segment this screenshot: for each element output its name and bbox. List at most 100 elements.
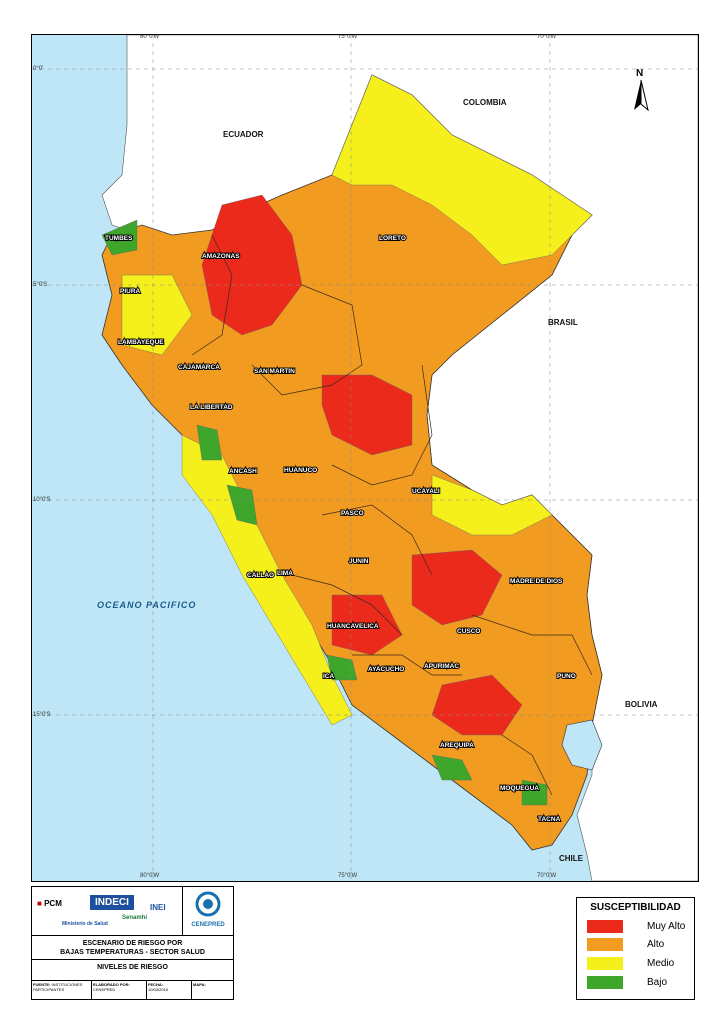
legend-swatch-muy-alto bbox=[587, 920, 623, 933]
region-bajo-ica bbox=[326, 654, 358, 681]
dept-label-madre-de-dios: MADRE DE DIOS bbox=[510, 578, 563, 585]
region-bajo-moquegua bbox=[521, 779, 548, 806]
dept-label-callao: CALLAO bbox=[247, 572, 274, 579]
dept-label-huanuco: HUANUCO bbox=[284, 467, 317, 474]
dept-label-la-libertad: LA LIBERTAD bbox=[190, 404, 233, 411]
dept-label-apurimac: APURIMAC bbox=[424, 663, 459, 670]
legend-label-alto: Alto bbox=[647, 939, 665, 950]
grid-label-lat-0: 0°0' bbox=[33, 66, 44, 72]
meta-fuente-value: INSTITUCIONES PARTICIPANTES bbox=[33, 982, 83, 992]
grid-label-lat-10: 10°0'S bbox=[33, 497, 51, 503]
region-muy-alto-madre bbox=[411, 549, 503, 626]
indeci-logo: INDECI bbox=[90, 895, 134, 910]
meta-elaborado-value: CENEPRED bbox=[93, 987, 116, 992]
grid-label-bottom-left: 80°0'W bbox=[140, 873, 160, 879]
dept-label-lima: LIMA bbox=[277, 570, 293, 577]
region-muy-alto-loreto bbox=[321, 374, 413, 456]
cenepred-logo-box: CENEPRED bbox=[183, 887, 233, 936]
label-chile: CHILE bbox=[559, 854, 584, 863]
dept-label-arequipa: AREQUIPA bbox=[440, 742, 474, 749]
cenepred-icon bbox=[195, 891, 221, 917]
legend-title: SUSCEPTIBILIDAD bbox=[590, 902, 681, 913]
label-colombia: COLOMBIA bbox=[463, 98, 507, 107]
map-canvas: COLOMBIA ECUADOR BRASIL BOLIVIA CHILE OC… bbox=[32, 35, 698, 881]
legend-swatch-medio bbox=[587, 957, 623, 970]
meta-fuente-label: FUENTE: bbox=[33, 982, 51, 987]
meta-fecha-value: 10/03/2015 bbox=[148, 987, 169, 992]
grid-label-top-left: 80°0'W bbox=[140, 34, 160, 40]
meta-mapa: MAPA: bbox=[192, 981, 233, 999]
dept-label-tacna: TACNA bbox=[538, 816, 561, 823]
inei-logo: INEI bbox=[150, 903, 166, 912]
meta-elaborado: ELABORADO POR: CENEPRED bbox=[92, 981, 147, 999]
cenepred-text: CENEPRED bbox=[191, 922, 225, 928]
legend-item-bajo: Bajo bbox=[587, 976, 687, 990]
dept-label-ica: ICA bbox=[323, 673, 335, 680]
legend-item-medio: Medio bbox=[587, 957, 687, 971]
senamhi-logo: Senamhi bbox=[122, 915, 148, 921]
legend: SUSCEPTIBILIDAD Muy Alto Alto Medio Bajo bbox=[576, 897, 695, 1000]
region-muy-alto-south bbox=[331, 594, 403, 656]
meta-row: FUENTE: INSTITUCIONES PARTICIPANTES ELAB… bbox=[32, 980, 233, 999]
title-block: ■ PCM INDECI INEI Ministerio de Salud Se… bbox=[31, 886, 234, 1000]
pcm-logo: ■ PCM bbox=[37, 899, 62, 908]
minsa-logo: Ministerio de Salud bbox=[62, 921, 108, 927]
region-medio-loreto bbox=[331, 74, 593, 266]
grid-label-top-right: 70°0'W bbox=[537, 34, 557, 40]
legend-swatch-alto bbox=[587, 938, 623, 951]
dept-label-ayacucho: AYACUCHO bbox=[368, 666, 404, 673]
north-label: N bbox=[636, 68, 643, 79]
dept-label-puno: PUNO bbox=[557, 673, 576, 680]
legend-item-alto: Alto bbox=[587, 938, 687, 952]
meta-fecha-label: FECHA: bbox=[148, 982, 164, 987]
grid-label-lat-15: 15°0'S bbox=[33, 712, 51, 718]
map-subtitle: NIVELES DE RIESGO bbox=[32, 959, 233, 980]
lake-titicaca bbox=[561, 719, 603, 771]
grid-label-lat-5: 5°0'S bbox=[33, 282, 48, 288]
logo-row: ■ PCM INDECI INEI Ministerio de Salud Se… bbox=[32, 887, 183, 936]
dept-label-cusco: CUSCO bbox=[457, 628, 480, 635]
meta-fecha: FECHA: 10/03/2015 bbox=[147, 981, 192, 999]
meta-elaborado-label: ELABORADO POR: bbox=[93, 982, 130, 987]
map-frame: COLOMBIA ECUADOR BRASIL BOLIVIA CHILE OC… bbox=[31, 34, 699, 882]
graticule bbox=[32, 35, 698, 881]
north-arrow: N bbox=[631, 66, 651, 116]
dept-label-loreto: LORETO bbox=[379, 235, 406, 242]
meta-fuente: FUENTE: INSTITUCIONES PARTICIPANTES bbox=[32, 981, 92, 999]
region-bajo-libertad bbox=[196, 424, 223, 461]
legend-label-muy-alto: Muy Alto bbox=[647, 921, 686, 932]
grid-label-top-mid: 75°0'W bbox=[338, 34, 358, 40]
dept-label-san-martin: SAN MARTIN bbox=[254, 368, 295, 375]
department-boundaries bbox=[191, 234, 593, 796]
region-medio-ucayali bbox=[431, 474, 553, 536]
legend-label-medio: Medio bbox=[647, 958, 675, 969]
label-ecuador: ECUADOR bbox=[223, 130, 264, 139]
department-labels: TUMBES PIURA LAMBAYEQUE CAJAMARCA AMAZONAS LO… bbox=[104, 234, 577, 824]
region-bajo-arequipa bbox=[431, 754, 473, 781]
dept-label-junin: JUNIN bbox=[349, 558, 369, 565]
dept-label-cajamarca: CAJAMARCA bbox=[178, 364, 220, 371]
grid-label-bottom-right: 70°0'W bbox=[537, 873, 557, 879]
dept-label-ucayali: UCAYALI bbox=[412, 488, 440, 495]
label-ocean: OCEANO PACIFICO bbox=[97, 600, 196, 610]
grid-label-bottom-mid: 75°0'W bbox=[338, 873, 358, 879]
dept-label-pasco: PASCO bbox=[341, 510, 364, 517]
legend-label-bajo: Bajo bbox=[647, 977, 668, 988]
dept-label-moquegua: MOQUEGUA bbox=[500, 785, 539, 792]
pcm-text: PCM bbox=[44, 899, 62, 908]
dept-label-huancavelica: HUANCAVELICA bbox=[327, 623, 379, 630]
north-arrow-icon bbox=[634, 80, 641, 110]
dept-label-tumbes: TUMBES bbox=[105, 235, 133, 242]
region-bajo-ancash bbox=[226, 484, 258, 526]
region-muy-alto-amazonas bbox=[201, 194, 303, 336]
region-medio-north bbox=[121, 274, 193, 356]
map-title-line2: BAJAS TEMPERATURAS - SECTOR SALUD bbox=[60, 949, 205, 956]
dept-label-lambayeque: LAMBAYEQUE bbox=[118, 339, 164, 346]
dept-label-piura: PIURA bbox=[120, 288, 141, 295]
dept-label-amazonas: AMAZONAS bbox=[202, 253, 240, 260]
legend-item-muy-alto: Muy Alto bbox=[587, 920, 687, 934]
dept-label-ancash: ANCASH bbox=[229, 468, 257, 475]
legend-swatch-bajo bbox=[587, 976, 623, 989]
label-brasil: BRASIL bbox=[548, 318, 578, 327]
region-bajo-tumbes bbox=[101, 219, 138, 256]
